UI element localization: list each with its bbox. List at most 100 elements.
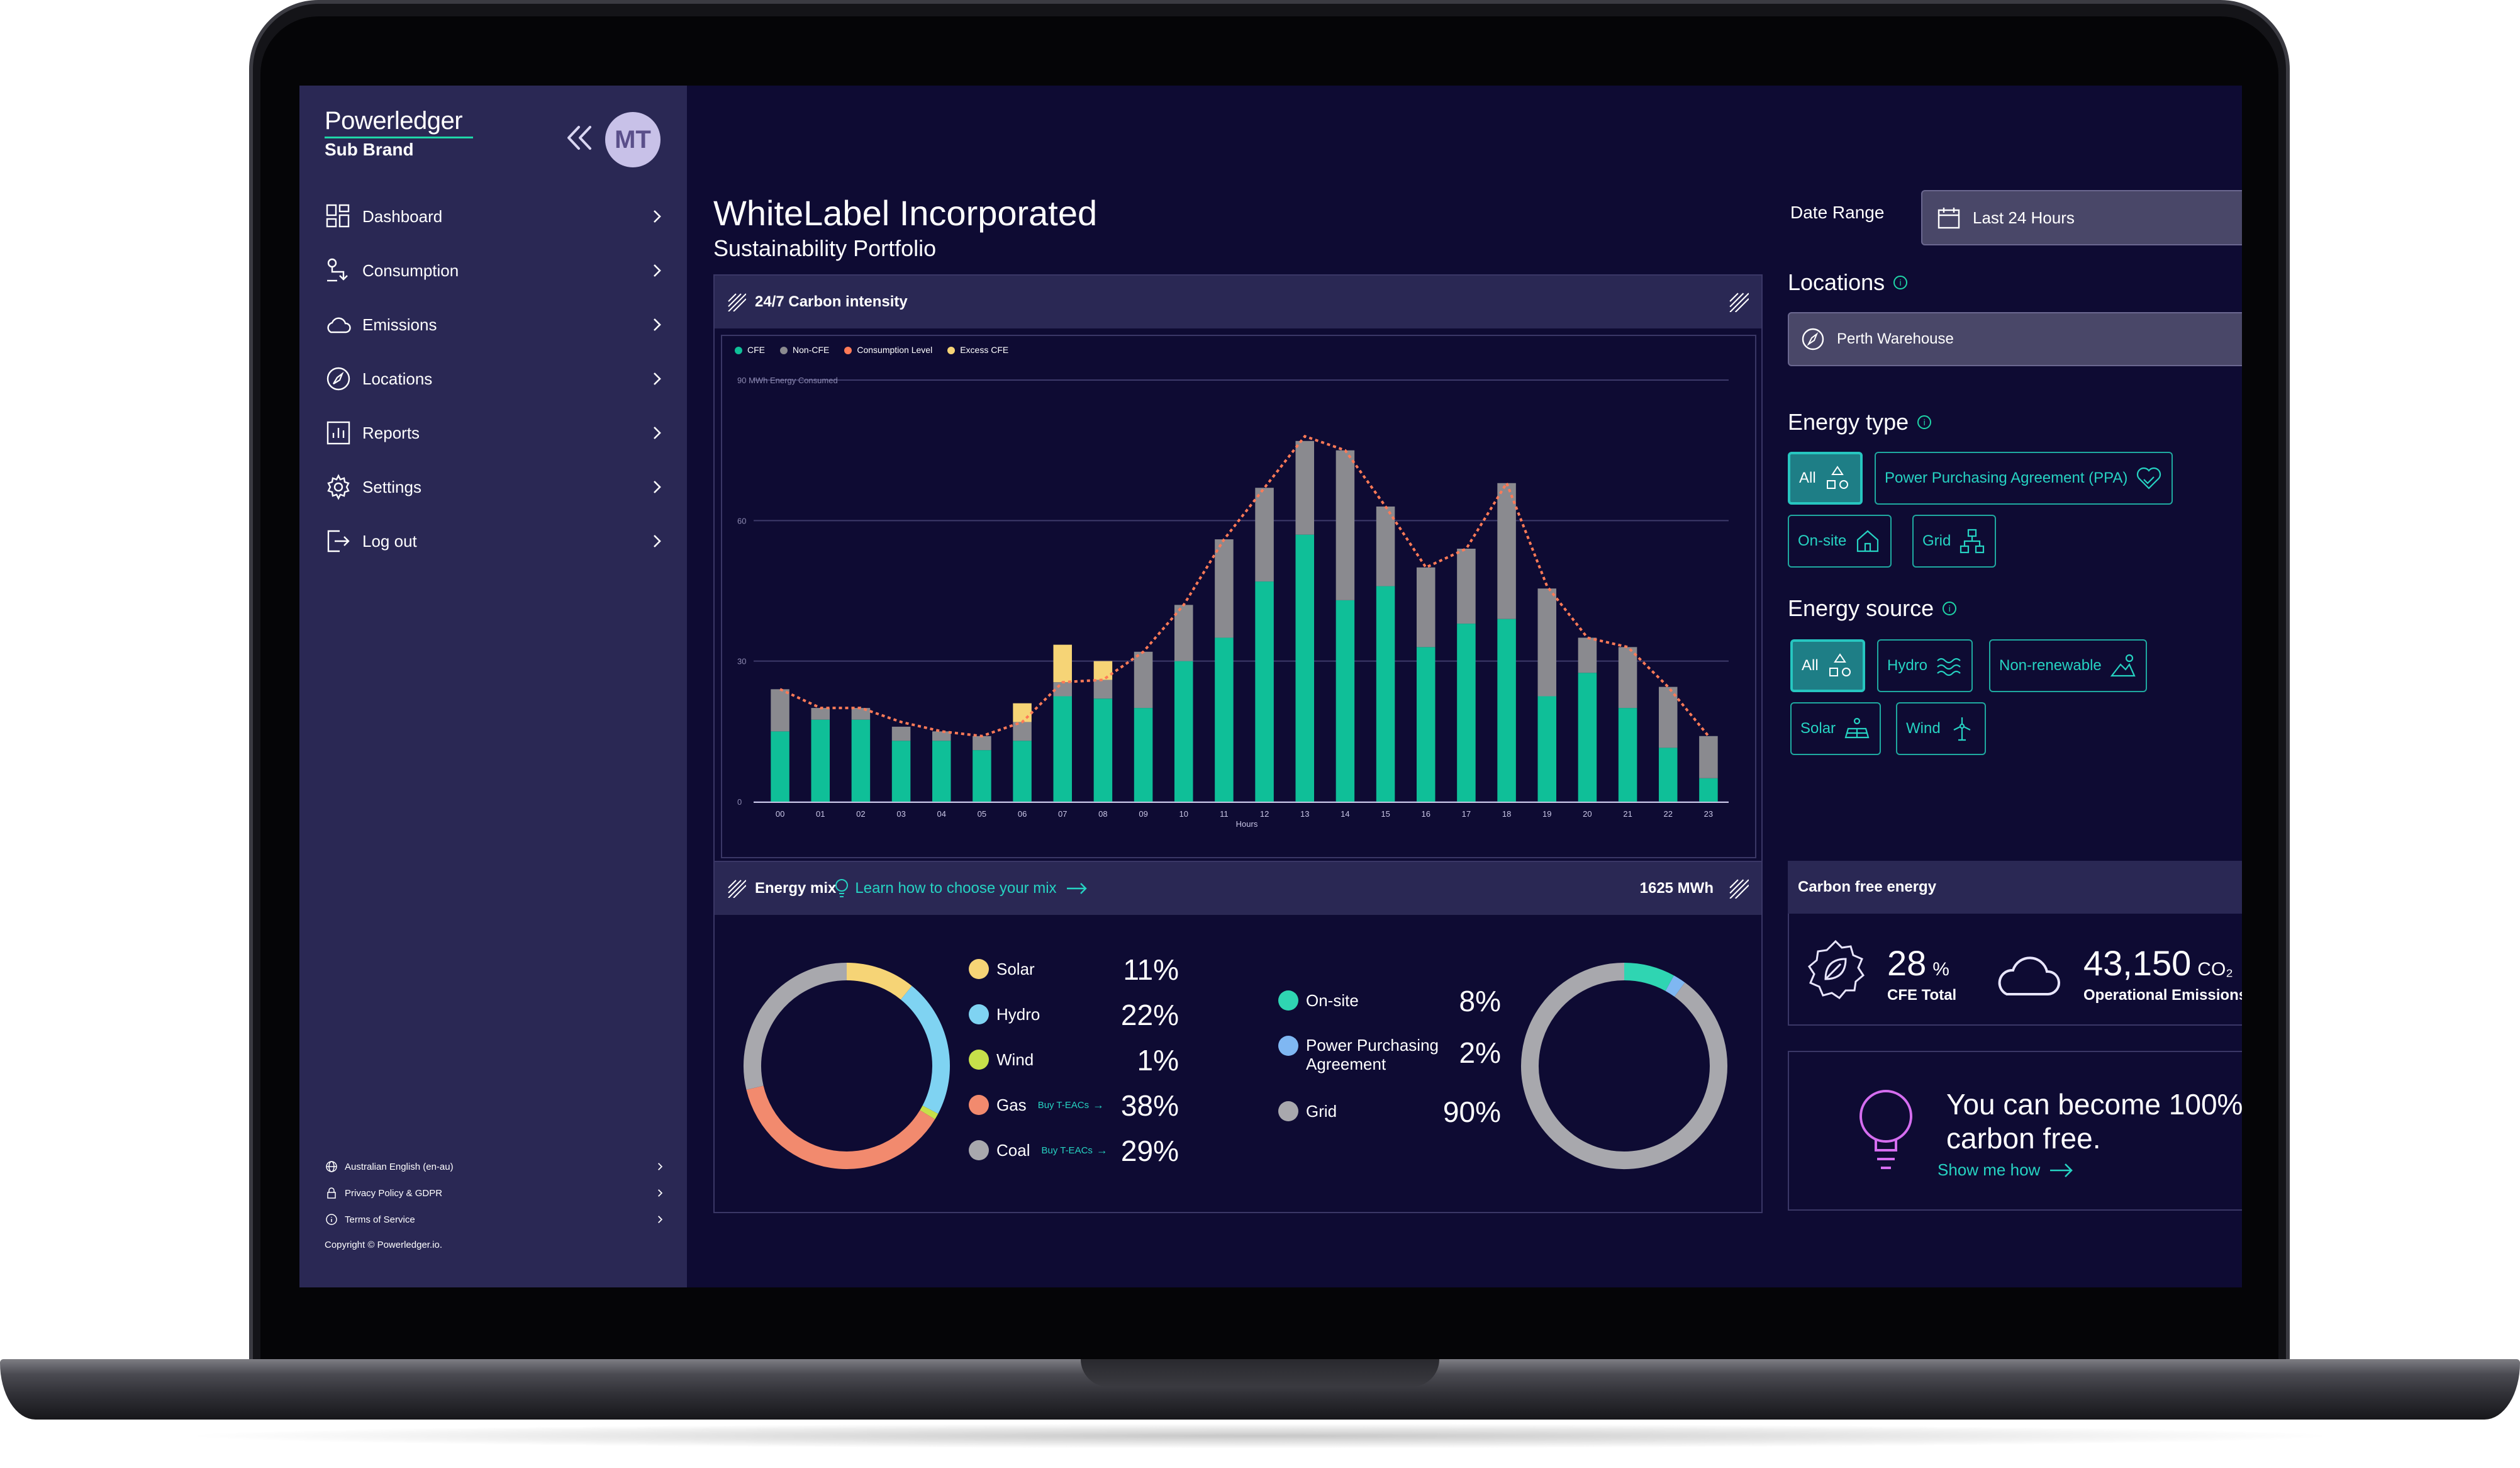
mix-label: Gas [996, 1095, 1027, 1114]
bar-cfe-02 [851, 719, 871, 802]
bar-cfe-12 [1255, 581, 1274, 802]
buy-teacs-link[interactable]: Buy T-EACs [1037, 1099, 1090, 1111]
energy-type-onsite-chip[interactable]: On-site [1788, 515, 1892, 568]
sidebar-item-label: Settings [362, 477, 421, 496]
locations-label: Locations [1788, 269, 1885, 295]
mix-label: Solar [996, 959, 1035, 978]
source-slice-hydro [900, 985, 950, 1114]
x-tick-label: 09 [1139, 809, 1147, 819]
x-tick-label: 16 [1422, 809, 1430, 819]
bar-excess-cfe-07 [1053, 644, 1073, 683]
show-me-how-link[interactable]: Show me how [1937, 1160, 2074, 1180]
chip-label: Grid [1922, 532, 1951, 549]
cloud-icon [1998, 956, 2061, 995]
consumption-icon [327, 258, 348, 282]
arrow-right-icon[interactable] [1066, 881, 1088, 896]
sidebar-item-label: Dashboard [362, 206, 443, 226]
cfe-pct-label: CFE Total [1887, 987, 1957, 1004]
chevron-right-icon [654, 264, 661, 277]
cfe-pct-value: 28 [1887, 943, 1927, 983]
sidebar-item-consumption[interactable]: Consumption [325, 252, 664, 289]
brand-underline [325, 137, 473, 138]
language-selector[interactable]: Australian English (en-au) [325, 1155, 664, 1178]
energy-mix-title: Energy mix [755, 880, 837, 897]
language-label: Australian English (en-au) [345, 1161, 454, 1172]
sidebar-item-emissions[interactable]: Emissions [325, 306, 664, 344]
energy-type-grid-chip[interactable]: Grid [1912, 515, 1997, 568]
x-tick-label: 04 [937, 809, 946, 819]
emissions-value-group: 43,150 CO₂ [2083, 943, 2233, 983]
mix-pct-grid: 90% [1442, 1095, 1501, 1128]
arrow-right-icon[interactable]: → [1096, 1143, 1108, 1157]
chip-label: On-site [1798, 532, 1847, 549]
emissions-label: Operational Emissions [2083, 987, 2242, 1004]
energy-type-all-chip[interactable]: All [1788, 452, 1863, 505]
leaf-badge-icon [1808, 939, 1865, 999]
energy-source-all-chip[interactable]: All [1790, 639, 1865, 692]
energy-type-ppa-chip[interactable]: Power Purchasing Agreement (PPA) [1875, 452, 2173, 505]
y-tick-label: 0 [737, 797, 742, 807]
info-icon[interactable]: i [1917, 415, 1932, 429]
expand-hatch-icon[interactable] [1729, 878, 1749, 899]
brand-name: Powerledger [325, 107, 463, 135]
source-slice-gas [746, 1085, 935, 1169]
location-select[interactable]: Perth Warehouse [1788, 312, 2242, 366]
cloud-icon [327, 317, 351, 333]
x-axis-label: Hours [1236, 819, 1258, 829]
solar-swatch [969, 959, 989, 979]
x-tick-label: 15 [1381, 809, 1390, 819]
expand-hatch-icon[interactable] [1729, 292, 1749, 312]
y-axis-label: 90 MWh Energy Consumed [737, 376, 838, 385]
buy-teacs-link[interactable]: Buy T-EACs [1041, 1145, 1093, 1156]
energy-source-solar-chip[interactable]: Solar [1790, 702, 1882, 755]
collapse-sidebar-icon[interactable] [564, 123, 595, 152]
handshake-heart-icon [2137, 467, 2161, 490]
terms-link[interactable]: Terms of Service [325, 1208, 664, 1231]
sidebar-item-dashboard[interactable]: Dashboard [325, 198, 664, 235]
logout-icon [327, 530, 350, 552]
app-screen: Powerledger Sub Brand MT Dashboard Consu… [299, 86, 2242, 1287]
bar-non-cfe-16 [1416, 567, 1436, 647]
sidebar-item-locations[interactable]: Locations [325, 360, 664, 398]
x-tick-label: 05 [978, 809, 986, 819]
bar-non-cfe-03 [891, 726, 911, 741]
info-icon[interactable]: i [1943, 602, 1957, 615]
sidebar-item-label: Locations [362, 369, 433, 388]
sidebar-item-reports[interactable]: Reports [325, 414, 664, 452]
bar-cfe-07 [1053, 696, 1073, 802]
date-range-picker[interactable]: Last 24 Hours [1921, 190, 2242, 245]
energy-source-nonrenewable-chip[interactable]: Non-renewable [1989, 639, 2147, 692]
house-icon [1857, 530, 1879, 552]
x-tick-label: 19 [1542, 809, 1551, 819]
chevron-right-icon [654, 318, 661, 331]
sidebar-item-logout[interactable]: Log out [325, 522, 664, 560]
privacy-link[interactable]: Privacy Policy & GDPR [325, 1182, 664, 1204]
carbon-intensity-panel: 24/7 Carbon intensity CFE Non-CFE Consum… [713, 274, 1763, 865]
learn-mix-link[interactable]: Learn how to choose your mix [855, 880, 1057, 897]
mix-row-solar: Solar [969, 959, 1035, 979]
waves-icon [1937, 658, 1961, 676]
avatar[interactable]: MT [605, 112, 661, 167]
bar-non-cfe-09 [1134, 651, 1153, 709]
bar-cfe-20 [1578, 673, 1597, 802]
show-me-how-label: Show me how [1937, 1160, 2041, 1179]
info-icon[interactable]: i [1893, 276, 1908, 289]
carbon-intensity-chart: 0 30 60 90 MWh Energy Consumed 00 01 02 03 04 05 0… [737, 376, 1729, 829]
bar-non-cfe-13 [1295, 440, 1315, 535]
brand-logo[interactable]: Powerledger Sub Brand [325, 107, 473, 160]
date-range-value: Last 24 Hours [1973, 208, 2075, 227]
mix-pct-coal: 29% [1120, 1135, 1179, 1167]
bar-cfe-23 [1699, 778, 1718, 802]
arrow-right-icon[interactable]: → [1093, 1098, 1105, 1111]
bar-excess-cfe-06 [1013, 703, 1032, 722]
sidebar-item-settings[interactable]: Settings [325, 468, 664, 506]
bar-cfe-19 [1537, 696, 1557, 802]
energy-source-hydro-chip[interactable]: Hydro [1877, 639, 1973, 692]
energy-source-wind-chip[interactable]: Wind [1896, 702, 1986, 755]
mix-row-grid: Grid [1278, 1101, 1337, 1121]
type-slice-on-site [1624, 963, 1675, 991]
bar-cfe-10 [1174, 661, 1193, 802]
mix-label: Power Purchasing Agreement [1306, 1036, 1439, 1073]
mix-row-onsite: On-site [1278, 990, 1359, 1011]
mix-row-hydro: Hydro [969, 1004, 1040, 1024]
